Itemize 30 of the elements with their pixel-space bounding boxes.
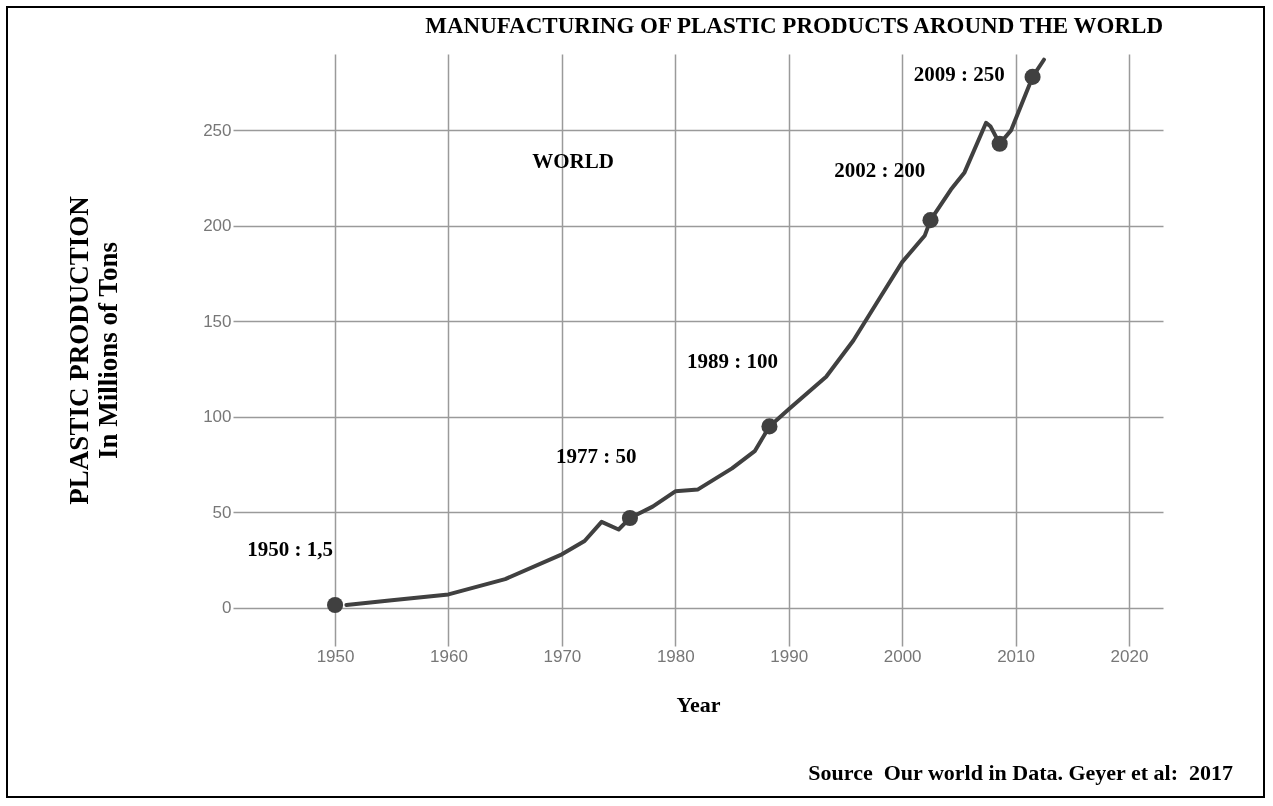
- x-axis-title: Year: [676, 691, 721, 717]
- x-tick-label: 2010: [997, 646, 1035, 666]
- y-tick-label: 150: [203, 311, 232, 331]
- x-tick-label: 1990: [770, 646, 809, 666]
- y-tick-label: 250: [203, 120, 232, 140]
- point: [991, 135, 1008, 152]
- x-tick-label: 1960: [430, 646, 468, 666]
- x-tick-label: 2020: [1110, 646, 1149, 666]
- annotation: 2009 : 250: [913, 62, 1005, 87]
- y-tick-label: 0: [222, 598, 232, 618]
- point: [621, 510, 639, 527]
- y-axis-title: PLASTIC PRODUCTION In Millions of Tons: [64, 195, 124, 505]
- annotation: 1950 : 1,5: [247, 536, 333, 561]
- annotation: WORLD: [532, 149, 614, 173]
- x-tick-label: 1950: [316, 646, 355, 666]
- annotation: 1977 : 50: [556, 444, 637, 469]
- point: [327, 596, 344, 613]
- x-tick-label: 1970: [543, 646, 582, 666]
- x-tick-label: 1980: [656, 646, 695, 666]
- point: [922, 212, 939, 229]
- y-tick-label: 100: [203, 407, 232, 427]
- annotation: 2002 : 200: [834, 157, 926, 182]
- source-note: Source Our world in Data. Geyer et al: 2017: [808, 760, 1233, 786]
- annotation: 1989 : 100: [686, 348, 778, 373]
- y-tick-label: 50: [212, 502, 232, 522]
- chart-title: MANUFACTURING OF PLASTIC PRODUCTS AROUND THE WORLD: [425, 13, 1163, 38]
- point: [1024, 68, 1041, 85]
- y-tick-label: 200: [203, 216, 232, 236]
- point: [761, 418, 778, 435]
- x-tick-label: 2000: [883, 646, 922, 666]
